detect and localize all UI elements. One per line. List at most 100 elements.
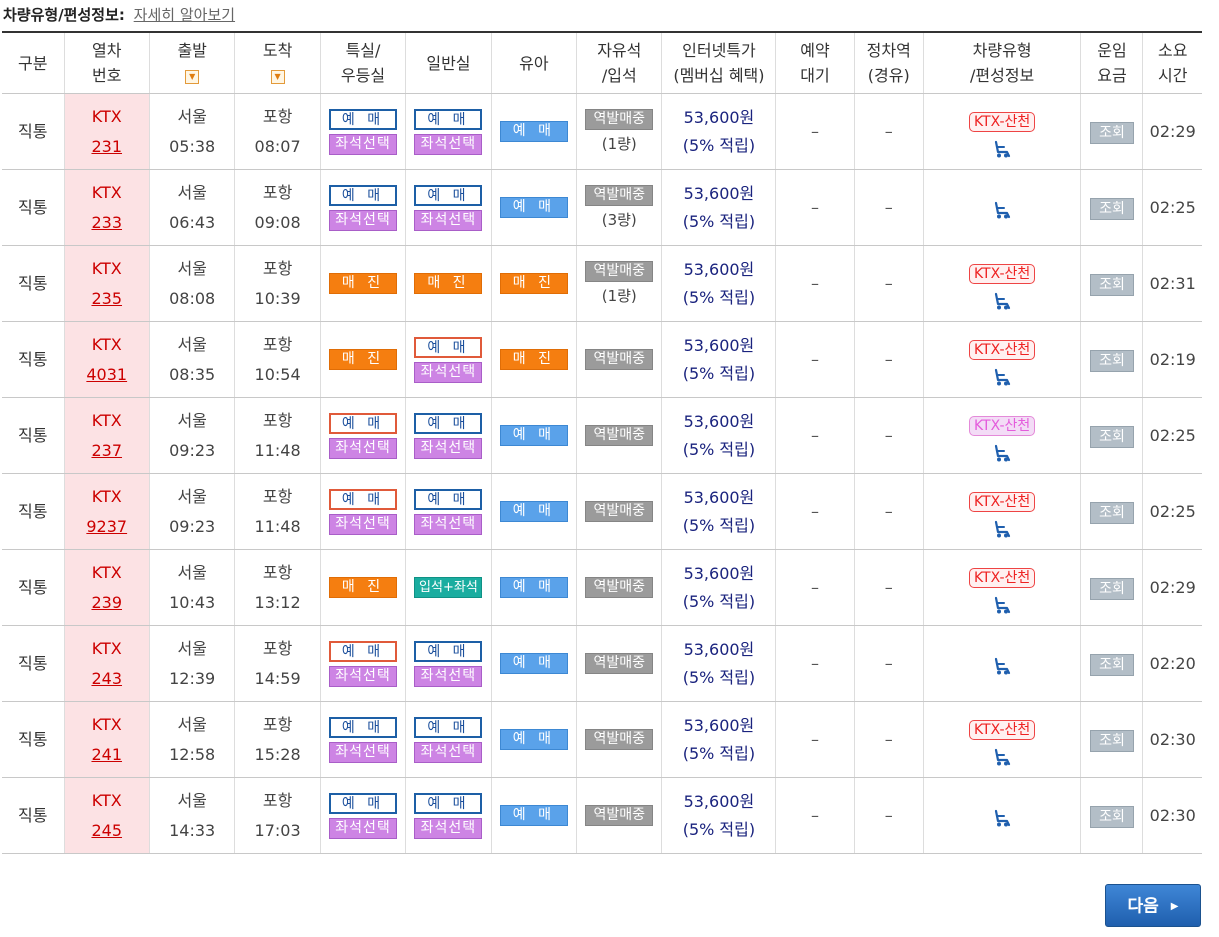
fare-lookup-button[interactable]: 조회 <box>1089 121 1134 144</box>
infant-reserve-button[interactable]: 예 매 <box>499 805 568 826</box>
sort-icon[interactable]: ▼ <box>185 69 200 84</box>
fare-lookup-button[interactable]: 조회 <box>1089 729 1134 752</box>
ktx-sancheon-badge[interactable]: KTX-산천 <box>968 567 1036 588</box>
fare-lookup-button[interactable]: 조회 <box>1089 197 1134 220</box>
details-link[interactable]: 자세히 알아보기 <box>133 6 236 24</box>
fare-lookup-button[interactable]: 조회 <box>1089 501 1134 524</box>
fare-lookup-button[interactable]: 조회 <box>1089 425 1134 448</box>
general-seat-select-button[interactable]: 좌석선택 <box>414 361 483 383</box>
ktx-sancheon-badge[interactable]: KTX-산천 <box>968 415 1036 436</box>
train-number-link[interactable]: 239 <box>91 592 123 612</box>
special-seat-select-button[interactable]: 좌석선택 <box>329 665 397 687</box>
infant-reserve-button[interactable]: 예 매 <box>499 653 568 674</box>
general-seat-select-button[interactable]: 좌석선택 <box>414 665 483 687</box>
ktx-sancheon-badge[interactable]: KTX-산천 <box>968 111 1036 132</box>
header-departure[interactable]: 출발 ▼ <box>148 31 235 94</box>
train-number-link[interactable]: 235 <box>91 288 123 308</box>
infant-reserve-button[interactable]: 예 매 <box>499 197 568 218</box>
train-number-link[interactable]: 237 <box>91 440 123 460</box>
train-number-link[interactable]: 231 <box>91 136 123 156</box>
general-seat-select-button[interactable]: 좌석선택 <box>414 133 483 155</box>
general-reserve-button[interactable]: 예 매 <box>414 184 483 206</box>
fare-cell: 53,600원 (5% 적립) <box>661 93 776 170</box>
infant-reserve-button[interactable]: 예 매 <box>499 577 568 598</box>
special-reserve-button[interactable]: 예 매 <box>329 412 397 434</box>
special-seat-select-button[interactable]: 좌석선택 <box>329 133 397 155</box>
route-kind: 직통 <box>2 93 65 170</box>
fare-cell: 53,600원 (5% 적립) <box>661 169 776 246</box>
car-type-cell: KTX-산천 <box>922 701 1081 778</box>
train-number-link[interactable]: 9237 <box>86 516 128 536</box>
fare-lookup-button[interactable]: 조회 <box>1089 805 1134 828</box>
wheelchair-icon <box>995 292 1011 309</box>
special-reserve-button[interactable]: 예 매 <box>329 488 397 510</box>
special-seat-select-button[interactable]: 좌석선택 <box>329 209 397 231</box>
general-reserve-button[interactable]: 예 매 <box>414 412 483 434</box>
fare-lookup-button[interactable]: 조회 <box>1089 273 1134 296</box>
general-seat-select-button[interactable]: 좌석선택 <box>414 209 483 231</box>
train-cell: KTX 4031 <box>63 321 150 398</box>
departure-cell: 서울 12:58 <box>148 701 235 778</box>
special-reserve-button[interactable]: 예 매 <box>329 640 397 662</box>
header-fare: 인터넷특가 (멤버십 혜택) <box>661 31 776 94</box>
fare-cell: 53,600원 (5% 적립) <box>661 777 776 854</box>
special-reserve-button[interactable]: 예 매 <box>329 792 397 814</box>
train-number-link[interactable]: 233 <box>91 212 123 232</box>
general-reserve-button[interactable]: 예 매 <box>414 640 483 662</box>
train-number-link[interactable]: 4031 <box>86 364 128 384</box>
free-seat-cell: 역발매중 <box>576 397 662 474</box>
fare-lookup-button[interactable]: 조회 <box>1089 577 1134 600</box>
train-number-link[interactable]: 241 <box>91 744 123 764</box>
fare-lookup-button[interactable]: 조회 <box>1089 653 1134 676</box>
special-class-cell: 매 진 <box>319 321 406 398</box>
general-reserve-button[interactable]: 예 매 <box>414 108 483 130</box>
header-general: 일반실 <box>405 31 492 94</box>
free-seat-cars: (1량) <box>601 286 637 305</box>
waitlist-cell: – <box>775 473 855 550</box>
header-arrival[interactable]: 도착 ▼ <box>234 31 321 94</box>
special-seat-select-button[interactable]: 좌석선택 <box>329 817 397 839</box>
general-reserve-button[interactable]: 예 매 <box>414 488 483 510</box>
departure-time: 05:38 <box>169 136 216 156</box>
ktx-sancheon-badge[interactable]: KTX-산천 <box>968 339 1036 360</box>
infant-reserve-button[interactable]: 예 매 <box>499 729 568 750</box>
infant-reserve-button[interactable]: 예 매 <box>499 501 568 522</box>
special-reserve-button[interactable]: 예 매 <box>329 108 397 130</box>
fare-amount: 53,600원 <box>683 563 755 583</box>
ktx-sancheon-badge[interactable]: KTX-산천 <box>968 491 1036 512</box>
ktx-sancheon-badge[interactable]: KTX-산천 <box>968 719 1036 740</box>
general-seat-select-button[interactable]: 좌석선택 <box>414 437 483 459</box>
station-sale-badge: 역발매중 <box>585 729 654 750</box>
wheelchair-icon <box>995 368 1011 385</box>
general-seat-select-button[interactable]: 좌석선택 <box>414 817 483 839</box>
special-seat-select-button[interactable]: 좌석선택 <box>329 437 397 459</box>
general-seat-select-button[interactable]: 좌석선택 <box>414 741 483 763</box>
waitlist-cell: – <box>775 701 855 778</box>
special-reserve-button[interactable]: 예 매 <box>329 184 397 206</box>
arrival-cell: 포항 11:48 <box>234 473 321 550</box>
infant-reserve-button[interactable]: 예 매 <box>499 121 568 142</box>
train-cell: KTX 237 <box>63 397 150 474</box>
infant-reserve-button[interactable]: 예 매 <box>499 425 568 446</box>
general-reserve-button[interactable]: 예 매 <box>414 792 483 814</box>
special-seat-select-button[interactable]: 좌석선택 <box>329 741 397 763</box>
general-standing-seat-button[interactable]: 입석+좌석 <box>414 577 483 598</box>
special-reserve-button[interactable]: 예 매 <box>329 716 397 738</box>
train-number-link[interactable]: 245 <box>91 820 123 840</box>
station-sale-badge: 역발매중 <box>585 184 654 206</box>
train-type: KTX <box>91 486 122 506</box>
fare-amount: 53,600원 <box>683 487 755 507</box>
general-reserve-button[interactable]: 예 매 <box>414 716 483 738</box>
duration: 02:25 <box>1142 473 1202 550</box>
ktx-sancheon-badge[interactable]: KTX-산천 <box>968 263 1036 284</box>
general-seat-select-button[interactable]: 좌석선택 <box>414 513 483 535</box>
duration: 02:29 <box>1142 93 1202 170</box>
special-seat-select-button[interactable]: 좌석선택 <box>329 513 397 535</box>
general-reserve-button[interactable]: 예 매 <box>414 336 483 358</box>
fare-lookup-button[interactable]: 조회 <box>1089 349 1134 372</box>
sort-icon[interactable]: ▼ <box>270 69 285 84</box>
next-button[interactable]: 다음 ▶ <box>1105 884 1201 927</box>
train-number-link[interactable]: 243 <box>91 668 123 688</box>
